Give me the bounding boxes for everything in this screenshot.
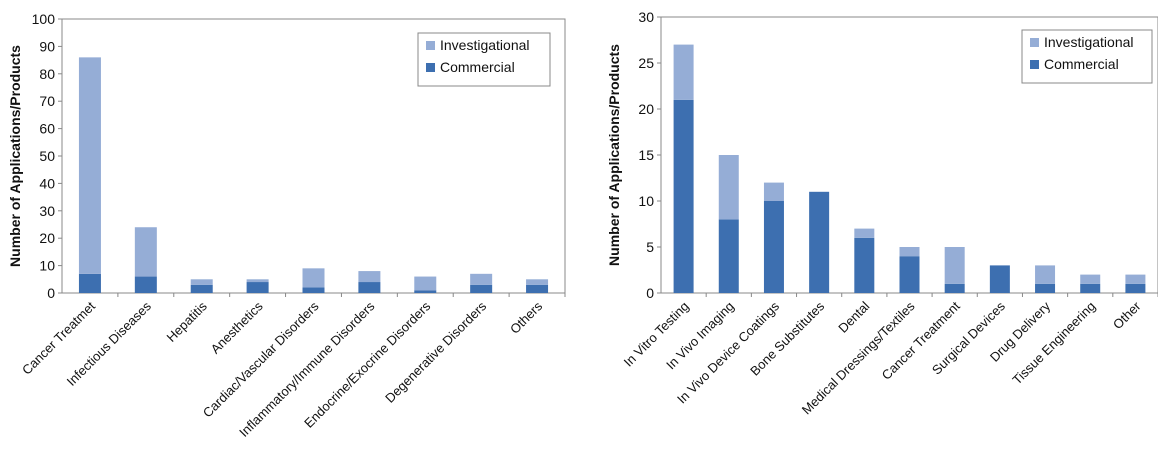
bar-investigational	[854, 228, 875, 238]
x-tick-label: Other	[1110, 298, 1144, 332]
y-tick-label: 50	[39, 148, 55, 164]
bar-commercial	[1035, 283, 1056, 293]
y-tick-label: 0	[646, 285, 654, 301]
bar-investigational	[190, 279, 213, 285]
y-tick-label: 5	[646, 239, 654, 255]
chart-1: 0 10 20 30 40 50 60 70 80 90 100 Number of Applicat…	[7, 11, 566, 440]
bar-commercial	[526, 284, 549, 293]
bar-commercial	[358, 282, 381, 293]
bar-commercial	[763, 201, 784, 293]
y-tick-label: 10	[638, 193, 654, 209]
x-tick-label: Tissue Engineering	[1009, 299, 1098, 388]
legend: Investigational Commercial	[1021, 29, 1153, 84]
x-tick-label: Others	[507, 298, 546, 337]
bar-commercial	[78, 273, 101, 293]
bar-investigational	[718, 155, 739, 220]
y-tick-label: 15	[638, 147, 654, 163]
x-tick-label: Anesthetics	[208, 298, 266, 356]
legend-swatch	[426, 41, 435, 50]
legend-swatch	[1030, 38, 1039, 47]
x-tick-label: Hepatitis	[163, 298, 210, 345]
bar-commercial	[944, 283, 965, 293]
legend-swatch	[426, 63, 435, 72]
y-tick-label: 60	[39, 121, 55, 137]
bar-investigational	[414, 276, 437, 291]
y-tick-label: 70	[39, 93, 55, 109]
y-tick-label: 30	[638, 9, 654, 25]
y-tick-label: 0	[47, 285, 55, 301]
x-tick-label: Cancer Treatment	[879, 298, 963, 382]
y-axis-title: Number of Applications/Products	[606, 44, 622, 266]
x-tick-label: Dental	[835, 298, 872, 335]
bar-commercial	[246, 282, 269, 293]
x-tick-label: Degenerative Disorders	[382, 298, 490, 406]
bar-commercial	[809, 191, 830, 293]
y-tick-label: 80	[39, 66, 55, 82]
legend-swatch	[1030, 60, 1039, 69]
bar-investigational	[358, 271, 381, 283]
bar-investigational	[763, 182, 784, 201]
y-tick-label: 90	[39, 38, 55, 54]
bar-commercial	[989, 265, 1010, 293]
bar-commercial	[190, 284, 213, 293]
y-tick-label: 20	[39, 230, 55, 246]
y-tick-label: 100	[32, 11, 56, 27]
legend-label: Investigational	[1044, 34, 1134, 50]
legend-label: Investigational	[440, 37, 530, 53]
bar-investigational	[78, 57, 101, 274]
bar-commercial	[414, 290, 437, 293]
bar-investigational	[526, 279, 549, 285]
bar-investigational	[246, 279, 269, 283]
y-tick-label: 10	[39, 258, 55, 274]
chart-2: 0 5 10 15 20 25 30 Number of Applications/Produ…	[606, 9, 1158, 417]
bar-investigational	[470, 273, 493, 285]
bar-investigational	[134, 227, 157, 277]
bar-commercial	[1125, 283, 1146, 293]
bar-commercial	[854, 237, 875, 293]
bar-commercial	[718, 219, 739, 293]
bar-investigational	[944, 247, 965, 284]
bar-investigational	[1080, 274, 1101, 284]
bar-investigational	[899, 247, 920, 257]
legend-box	[417, 32, 551, 87]
legend-label: Commercial	[440, 59, 515, 75]
legend-box	[1021, 29, 1153, 84]
x-tick-label: Cardiac/Vascular Disorders	[200, 298, 322, 420]
legend: Investigational Commercial	[417, 32, 551, 87]
bar-commercial	[302, 287, 325, 293]
y-tick-label: 25	[638, 55, 654, 71]
bar-commercial	[134, 276, 157, 293]
bar-investigational	[1035, 265, 1056, 284]
y-tick-label: 20	[638, 101, 654, 117]
bar-investigational	[302, 268, 325, 288]
bar-commercial	[899, 256, 920, 293]
bar-commercial	[673, 99, 694, 293]
y-axis-title: Number of Applications/Products	[7, 45, 23, 267]
bar-commercial	[470, 284, 493, 293]
bar-commercial	[1080, 283, 1101, 293]
y-tick-label: 40	[39, 175, 55, 191]
y-tick-label: 30	[39, 203, 55, 219]
bar-investigational	[673, 44, 694, 100]
bar-investigational	[1125, 274, 1146, 284]
legend-label: Commercial	[1044, 56, 1119, 72]
